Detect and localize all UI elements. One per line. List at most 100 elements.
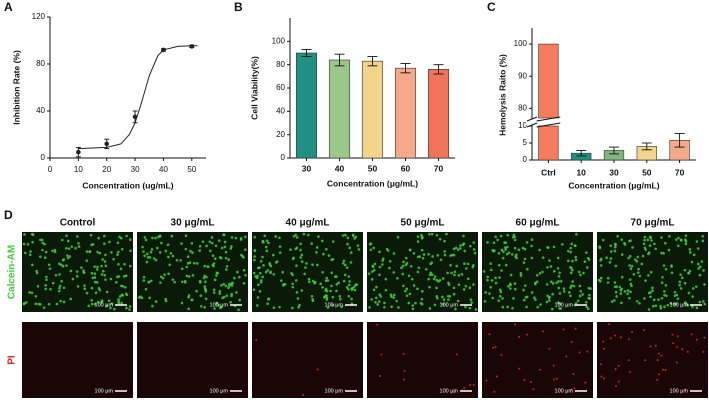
- cell: [28, 291, 31, 294]
- cell: [304, 266, 307, 269]
- cell: [412, 284, 416, 287]
- x-tick-label: 30: [302, 163, 312, 173]
- x-tick-label: Ctrl: [541, 167, 556, 177]
- cell: [570, 388, 573, 391]
- cell: [498, 276, 501, 279]
- cell: [142, 250, 145, 253]
- cell: [403, 378, 406, 381]
- cell: [210, 241, 214, 245]
- cell: [562, 287, 566, 290]
- cell: [530, 238, 534, 241]
- cell: [380, 353, 383, 356]
- cell: [485, 379, 488, 382]
- cell: [128, 305, 132, 308]
- cell: [28, 253, 32, 257]
- cell: [223, 240, 227, 244]
- cell: [51, 281, 55, 285]
- cell: [310, 294, 314, 298]
- cell: [441, 295, 444, 299]
- cell: [452, 253, 456, 257]
- cell: [637, 267, 640, 271]
- cell: [559, 307, 562, 310]
- cell: [498, 294, 502, 298]
- break-mark: [526, 122, 538, 128]
- cell: [472, 383, 475, 386]
- cell: [230, 245, 233, 248]
- cell: [567, 249, 570, 253]
- cell: [679, 273, 682, 276]
- cell: [255, 339, 258, 342]
- cell: [125, 234, 128, 238]
- cell: [222, 282, 226, 286]
- cell: [229, 300, 232, 304]
- cell: [482, 270, 486, 273]
- cell: [628, 370, 631, 373]
- cell: [120, 247, 124, 251]
- cell: [93, 265, 96, 268]
- cell: [168, 263, 172, 267]
- cell: [53, 248, 57, 252]
- cell: [381, 263, 384, 266]
- cell: [414, 301, 417, 305]
- cell: [644, 248, 647, 251]
- cell: [69, 269, 73, 273]
- cell: [223, 245, 227, 249]
- cell: [100, 273, 104, 276]
- cell: [371, 270, 374, 273]
- cell: [511, 306, 514, 310]
- cell: [569, 250, 573, 254]
- cell: [295, 264, 298, 268]
- cell: [697, 267, 700, 270]
- micrograph: [367, 322, 478, 398]
- cell: [489, 262, 493, 265]
- cell: [329, 289, 332, 293]
- cell: [67, 247, 71, 250]
- cell: [654, 344, 657, 347]
- cell: [265, 249, 269, 253]
- cell: [339, 297, 342, 301]
- cell: [640, 262, 644, 266]
- cell: [291, 257, 295, 261]
- cell: [701, 234, 705, 238]
- cell: [198, 249, 201, 252]
- cell: [235, 291, 238, 294]
- cell: [436, 254, 440, 257]
- cell: [271, 253, 275, 257]
- cell: [110, 251, 113, 254]
- cell: [452, 286, 456, 290]
- cell: [90, 286, 94, 290]
- cell: [355, 283, 359, 286]
- cell: [39, 255, 42, 258]
- cell: [82, 269, 85, 272]
- x-tick-label: 40: [159, 165, 168, 174]
- cell: [183, 280, 187, 283]
- cell: [448, 295, 452, 298]
- cell: [379, 375, 382, 378]
- cell: [189, 249, 192, 253]
- x-tick-label: 40: [335, 163, 345, 173]
- cell: [346, 236, 350, 240]
- scale-bar-label: 100 μm: [210, 388, 229, 394]
- cell: [152, 257, 156, 260]
- cell: [497, 299, 500, 302]
- cell: [203, 287, 207, 291]
- cell: [107, 299, 111, 302]
- y-tick-label: 0: [41, 153, 46, 162]
- cell: [378, 293, 382, 296]
- cell: [242, 268, 246, 272]
- cell: [234, 236, 238, 240]
- cell: [557, 286, 561, 290]
- cell: [432, 277, 436, 281]
- cell: [331, 303, 335, 307]
- cell: [105, 290, 109, 294]
- cell: [472, 283, 475, 286]
- column-label: 70 μg/mL: [631, 218, 675, 229]
- cell: [643, 235, 647, 239]
- cell: [29, 250, 32, 253]
- cell: [613, 299, 616, 302]
- cell: [665, 294, 668, 298]
- micrograph-bg: [252, 322, 363, 398]
- cell: [680, 276, 684, 280]
- cell: [93, 302, 97, 306]
